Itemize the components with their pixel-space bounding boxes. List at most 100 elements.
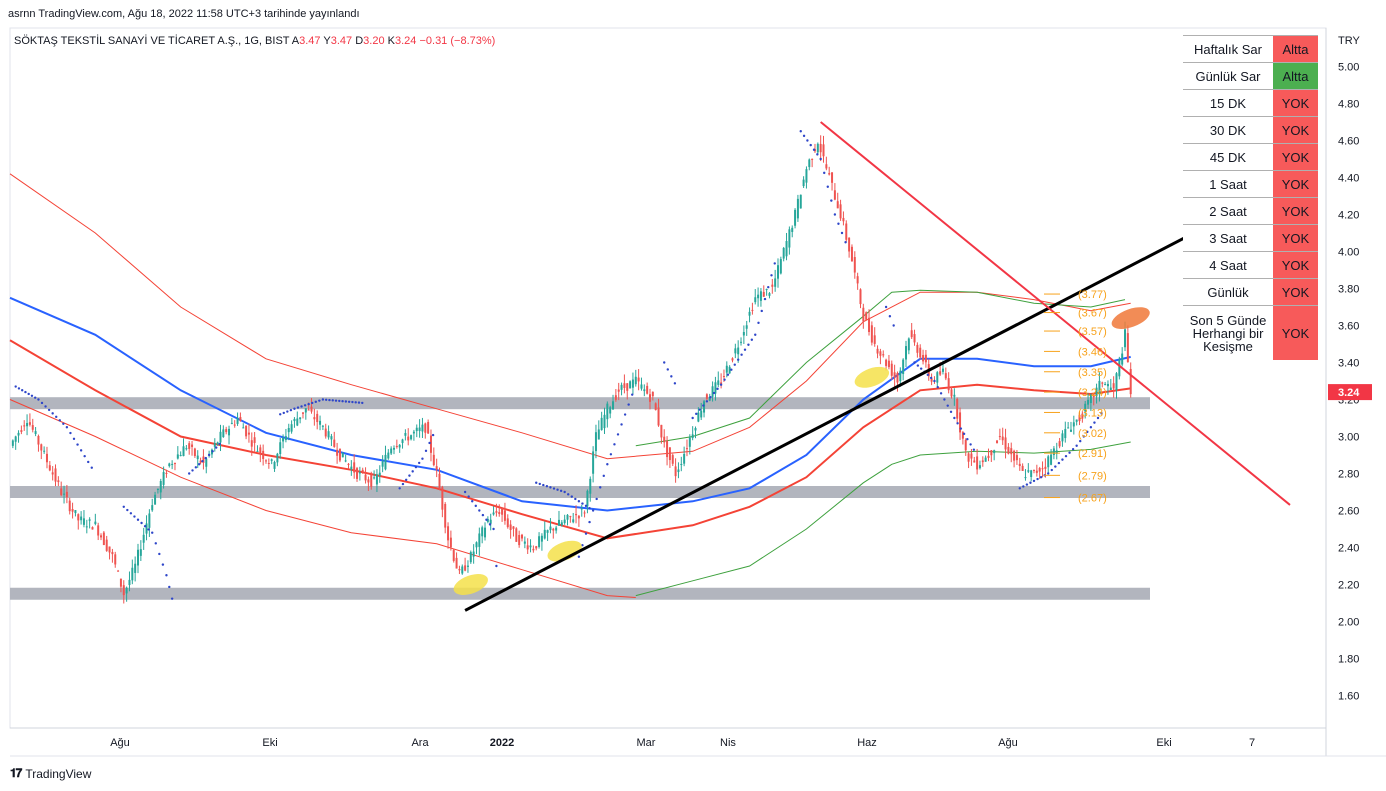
candle-body [63,493,66,495]
candle-body [680,463,683,465]
candle-body [199,460,202,463]
candle-body [1089,394,1092,404]
candle-body [137,549,139,566]
y-tick-label: 3.00 [1338,432,1359,444]
candle-body [375,474,378,485]
candle-body [589,478,592,494]
sar-dot [1061,458,1064,461]
candle-body [944,373,947,379]
candle-body [304,408,307,413]
sar-dot [431,433,435,437]
candle-body [350,466,353,470]
y-tick-label: 3.60 [1338,321,1359,333]
candle-body [594,432,597,452]
candle-body [193,448,196,456]
candle-body [327,431,330,438]
sar-dot [574,497,577,501]
candle-body [575,514,578,516]
candle-body [85,526,88,528]
candle-body [225,429,228,433]
uptrend-line [464,226,1206,612]
open-label: A [291,35,300,47]
high-value: 3.47 [330,35,353,47]
candle-body [518,535,521,546]
sar-dot [767,285,770,289]
candle-body [111,552,114,555]
candle-body [435,466,438,470]
sar-dot [279,413,282,416]
candle-body [71,509,74,512]
candle-body [410,435,413,440]
y-tick-label: 4.20 [1338,210,1359,222]
sar-dot [1096,416,1100,420]
sar-dot [620,423,623,426]
candle-body [640,384,643,389]
candle-body [458,569,461,571]
candle-body [993,450,996,454]
sar-dot [161,563,165,566]
level-label: (3.02) [1078,428,1107,440]
tv-brand-text: TradingView [25,766,92,781]
sar-dot [552,487,556,490]
sar-dot [549,486,552,489]
candle-body [526,545,529,550]
sar-dot [584,532,588,535]
candle-body [959,412,962,433]
candle-body [1030,470,1033,478]
sar-dot [591,509,595,512]
candle-body [1047,456,1050,468]
candle-body [879,351,882,356]
sar-dot [916,364,920,367]
y-tick-label: 2.20 [1338,580,1359,592]
sar-dot [599,486,602,489]
sar-dot [760,309,763,313]
sar-dot [354,401,357,404]
candle-body [319,420,322,425]
sar-dot [709,395,712,399]
candle-body [122,585,125,596]
candle-body [734,348,737,354]
sar-dot [321,398,325,401]
sar-dot [1022,485,1025,488]
sar-dot [1039,476,1043,479]
candle-body [941,368,944,372]
sar-dot [1025,483,1029,486]
candle-body [1109,387,1112,391]
candle-body [950,389,953,397]
x-tick-label: 7 [1249,737,1255,749]
sar-dot [347,400,351,403]
sar-dot [154,542,157,545]
candle-body [856,276,859,284]
sar-dot [27,392,30,396]
candle-body [506,518,509,528]
candle-body [509,524,512,530]
sar-dot [17,387,21,390]
candle-body [1061,433,1064,442]
sar-dot [428,441,431,445]
signal-value: Altta [1273,35,1318,63]
sar-dot [307,402,310,406]
sar-dot [799,130,802,133]
candle-body [466,565,469,567]
candle-body [34,431,37,434]
sar-dot [133,515,136,518]
signal-label: Günlük [1183,278,1273,306]
sar-dot [414,465,418,469]
candle-body [976,456,979,470]
sar-dot [584,504,588,508]
candle-body [216,442,219,445]
candle-body [560,522,563,526]
sar-dot [471,500,474,503]
candle-body [828,172,831,175]
candle-body [128,579,131,586]
candle-body [865,312,868,320]
candle-body [731,358,734,361]
candle-body [424,423,427,433]
candle-body [597,429,600,440]
upper-band-line [9,173,1131,460]
sar-dot [616,433,620,436]
candle-body [165,472,168,474]
candle-body [142,534,145,543]
signal-value: YOK [1273,278,1318,306]
